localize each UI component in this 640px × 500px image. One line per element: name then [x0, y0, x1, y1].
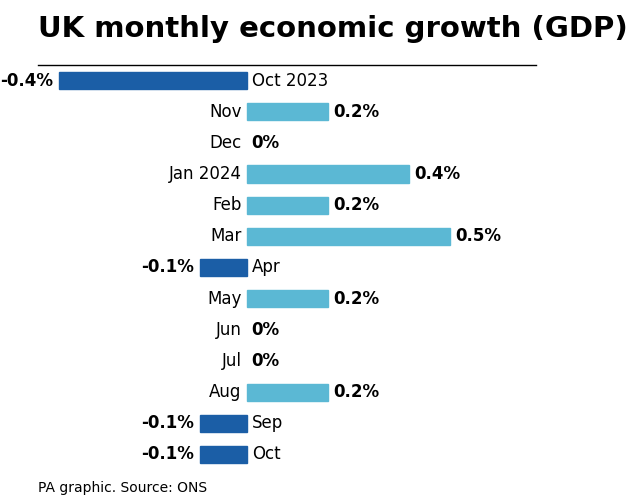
Text: Apr: Apr: [252, 258, 280, 276]
Text: UK monthly economic growth (GDP): UK monthly economic growth (GDP): [38, 15, 628, 43]
Bar: [200, 259, 246, 276]
Bar: [246, 196, 328, 214]
Bar: [246, 290, 328, 307]
Text: Jan 2024: Jan 2024: [168, 165, 241, 183]
Text: 0.5%: 0.5%: [455, 228, 501, 246]
Text: -0.1%: -0.1%: [141, 414, 195, 432]
Text: Oct 2023: Oct 2023: [252, 72, 328, 90]
Bar: [246, 228, 450, 245]
Text: 0%: 0%: [252, 134, 280, 152]
Bar: [59, 72, 246, 89]
Bar: [200, 414, 246, 432]
Bar: [246, 166, 409, 182]
Text: Feb: Feb: [212, 196, 241, 214]
Text: Jun: Jun: [216, 321, 241, 339]
Text: 0%: 0%: [252, 321, 280, 339]
Text: Jul: Jul: [221, 352, 241, 370]
Text: Nov: Nov: [209, 102, 241, 120]
Text: -0.1%: -0.1%: [141, 258, 195, 276]
Text: 0%: 0%: [252, 352, 280, 370]
Text: -0.4%: -0.4%: [1, 72, 54, 90]
Text: Oct: Oct: [252, 446, 280, 464]
Text: 0.2%: 0.2%: [333, 383, 379, 401]
Text: Dec: Dec: [209, 134, 241, 152]
Bar: [200, 446, 246, 463]
Text: 0.2%: 0.2%: [333, 102, 379, 120]
Text: PA graphic. Source: ONS: PA graphic. Source: ONS: [38, 481, 207, 495]
Text: Mar: Mar: [210, 228, 241, 246]
Text: May: May: [207, 290, 241, 308]
Bar: [246, 384, 328, 400]
Text: 0.4%: 0.4%: [414, 165, 460, 183]
Text: -0.1%: -0.1%: [141, 446, 195, 464]
Text: Sep: Sep: [252, 414, 283, 432]
Text: 0.2%: 0.2%: [333, 196, 379, 214]
Text: Aug: Aug: [209, 383, 241, 401]
Bar: [246, 103, 328, 120]
Text: 0.2%: 0.2%: [333, 290, 379, 308]
